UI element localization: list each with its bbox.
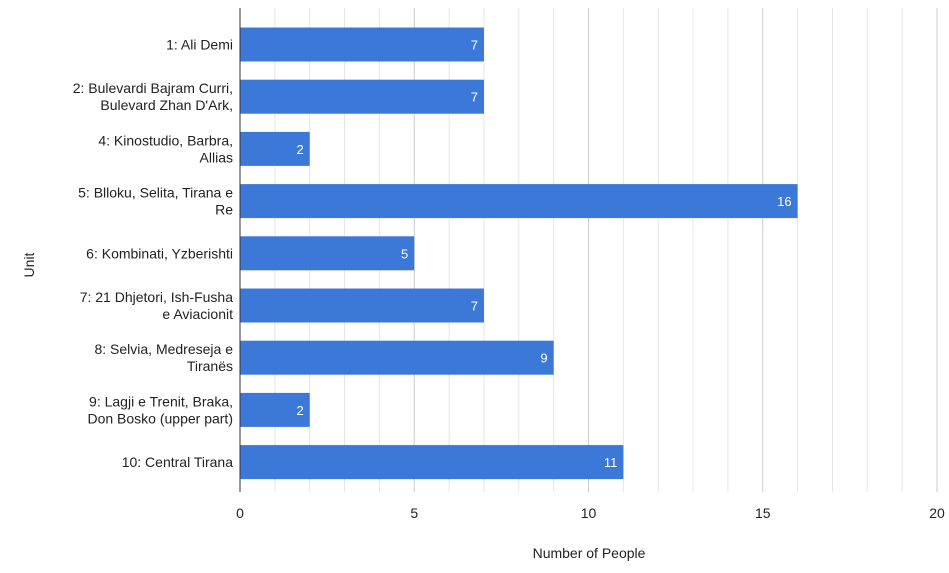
bar-data-label: 7 [471, 38, 478, 53]
category-label: 1: Ali Demi [166, 37, 233, 53]
category-labels: 1: Ali Demi 2: Bulevardi Bajram Curri, Bul… [73, 37, 233, 471]
bar [240, 288, 484, 323]
bar-data-label: 2 [296, 403, 303, 418]
x-tick-label: 15 [755, 505, 771, 521]
category-label: 2: Bulevardi Bajram Curri, Bulevard Zhan … [73, 80, 233, 113]
category-label: 10: Central Tirana [122, 454, 233, 470]
bars: 7 7 2 16 5 7 9 2 11 [240, 27, 798, 480]
bar [240, 79, 484, 114]
bar [240, 392, 310, 427]
bar-data-label: 11 [604, 455, 618, 470]
x-tick-label: 10 [581, 505, 597, 521]
category-label: 7: 21 Dhjetori, Ish-Fusha e Aviacionit [80, 289, 234, 322]
category-label: 5: Blloku, Selita, Tirana e Re [78, 185, 233, 218]
bar [240, 27, 484, 62]
category-label: 8: Selvia, Medreseja e Tiranës [94, 341, 233, 374]
x-tick-labels: 0 5 10 15 20 [236, 505, 945, 521]
bar [240, 236, 415, 271]
bar-data-label: 7 [471, 90, 478, 105]
y-axis-title: Unit [21, 252, 37, 277]
bar-data-label: 5 [401, 246, 408, 261]
bar [240, 184, 798, 219]
category-label: 6: Kombinati, Yzberishti [86, 245, 233, 261]
bar [240, 340, 554, 375]
category-label: 9: Lagji e Trenit, Braka, Don Bosko (uppe… [87, 393, 233, 426]
x-tick-label: 0 [236, 505, 244, 521]
bar [240, 131, 310, 166]
bar-data-label: 16 [777, 194, 791, 209]
x-tick-label: 20 [929, 505, 945, 521]
x-axis-title: Number of People [533, 545, 646, 561]
category-label: 4: Kinostudio, Barbra, Allias [98, 132, 233, 165]
bar-data-label: 2 [296, 142, 303, 157]
x-tick-label: 5 [410, 505, 418, 521]
bar [240, 445, 624, 480]
bar-data-label: 7 [471, 299, 478, 314]
bar-data-label: 9 [540, 351, 547, 366]
